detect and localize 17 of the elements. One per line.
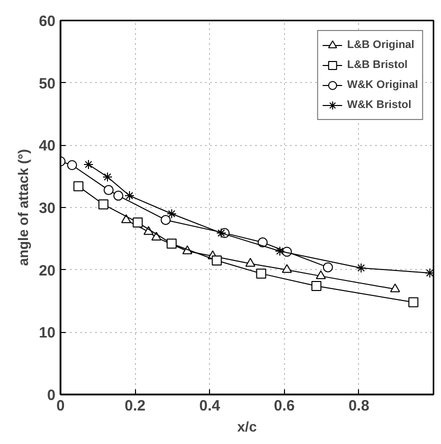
x-axis-title: x/c xyxy=(237,418,257,434)
y-axis-title: angle of attack (°) xyxy=(14,149,31,266)
y-tick-label: 50 xyxy=(38,75,56,92)
y-tick-label: 60 xyxy=(38,13,56,30)
x-tick-label: 0.4 xyxy=(199,398,221,414)
x-tick-label: 0.2 xyxy=(124,398,146,414)
legend-label: L&B Bristol xyxy=(347,59,408,71)
x-tick-label: 0.8 xyxy=(348,398,370,414)
y-tick-label: 0 xyxy=(47,387,56,404)
legend-label: W&K Bristol xyxy=(347,99,412,111)
y-tick-label: 20 xyxy=(38,262,56,280)
y-tick-label: 30 xyxy=(38,200,56,217)
y-tick-label: 10 xyxy=(38,324,56,342)
x-tick-label: 0.6 xyxy=(274,398,295,414)
legend-label: L&B Original xyxy=(347,39,414,51)
y-tick-label: 40 xyxy=(38,138,56,155)
legend-label: W&K Original xyxy=(347,79,418,91)
